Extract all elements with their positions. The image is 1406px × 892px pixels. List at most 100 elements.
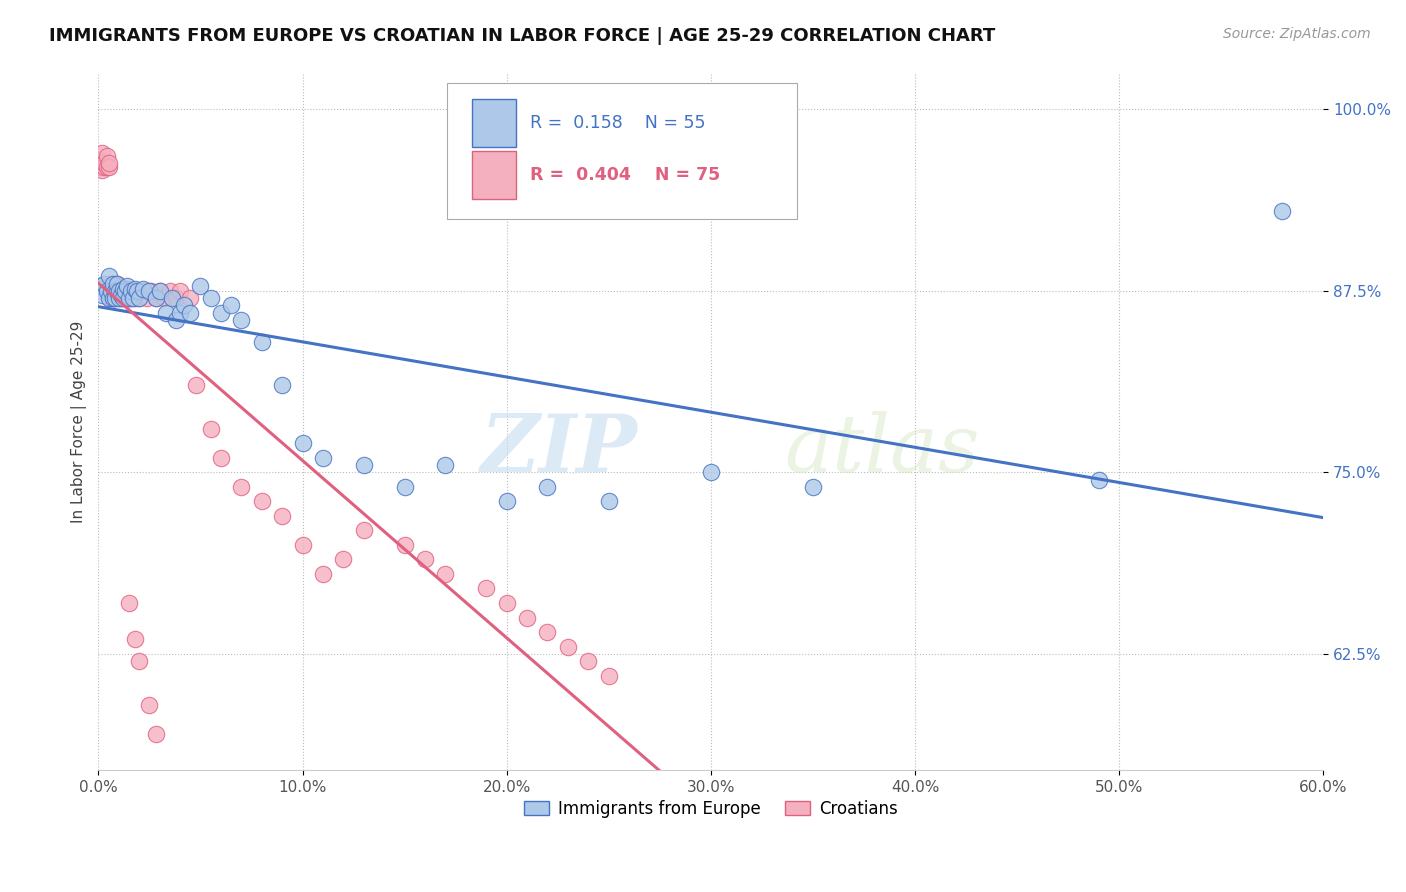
Point bbox=[104, 284, 127, 298]
Point bbox=[124, 632, 146, 647]
Point bbox=[96, 149, 118, 163]
Point bbox=[138, 698, 160, 712]
Point bbox=[576, 654, 599, 668]
Y-axis label: In Labor Force | Age 25-29: In Labor Force | Age 25-29 bbox=[72, 320, 87, 523]
Point bbox=[160, 291, 183, 305]
Point bbox=[107, 279, 129, 293]
Point bbox=[100, 277, 122, 291]
Point bbox=[332, 552, 354, 566]
Text: IMMIGRANTS FROM EUROPE VS CROATIAN IN LABOR FORCE | AGE 25-29 CORRELATION CHART: IMMIGRANTS FROM EUROPE VS CROATIAN IN LA… bbox=[49, 27, 995, 45]
Point bbox=[209, 305, 232, 319]
Point bbox=[107, 291, 129, 305]
Point bbox=[536, 480, 558, 494]
Point bbox=[200, 422, 222, 436]
Point bbox=[114, 284, 136, 298]
Point bbox=[111, 291, 134, 305]
Point bbox=[122, 284, 145, 298]
Point bbox=[434, 566, 457, 581]
Point bbox=[93, 156, 115, 170]
Point bbox=[107, 282, 129, 296]
Point bbox=[179, 305, 201, 319]
Point bbox=[101, 291, 124, 305]
Point bbox=[107, 284, 129, 298]
Point bbox=[353, 524, 375, 538]
Point bbox=[97, 156, 120, 170]
Point bbox=[165, 291, 187, 305]
Point bbox=[169, 284, 191, 298]
Point bbox=[516, 610, 538, 624]
Point bbox=[127, 284, 149, 298]
Point bbox=[104, 291, 127, 305]
Point bbox=[89, 279, 111, 293]
Point bbox=[118, 291, 141, 305]
Point bbox=[136, 291, 159, 305]
Point bbox=[179, 291, 201, 305]
Point bbox=[97, 269, 120, 284]
Point bbox=[110, 291, 132, 305]
Point bbox=[91, 145, 114, 160]
Point bbox=[700, 465, 723, 479]
Point bbox=[114, 291, 136, 305]
Point bbox=[89, 153, 111, 167]
Point bbox=[128, 291, 150, 305]
Point bbox=[97, 291, 120, 305]
Point bbox=[110, 284, 132, 298]
Point bbox=[104, 284, 127, 298]
Point bbox=[118, 291, 141, 305]
Point bbox=[124, 282, 146, 296]
Point bbox=[107, 291, 129, 305]
Point bbox=[152, 291, 174, 305]
Point bbox=[110, 288, 132, 302]
Point bbox=[200, 291, 222, 305]
Point bbox=[120, 284, 142, 298]
Point bbox=[120, 291, 142, 305]
Point bbox=[1087, 473, 1109, 487]
Point bbox=[434, 458, 457, 472]
Point bbox=[291, 436, 314, 450]
Point bbox=[105, 284, 128, 298]
Point bbox=[149, 284, 172, 298]
Point bbox=[145, 291, 167, 305]
Point bbox=[271, 378, 294, 392]
Point bbox=[353, 458, 375, 472]
FancyBboxPatch shape bbox=[472, 99, 516, 146]
Point bbox=[93, 161, 115, 175]
Point bbox=[132, 282, 155, 296]
Point bbox=[394, 538, 416, 552]
Point bbox=[536, 625, 558, 640]
Point bbox=[96, 284, 118, 298]
Point bbox=[129, 284, 152, 298]
Legend: Immigrants from Europe, Croatians: Immigrants from Europe, Croatians bbox=[517, 793, 904, 824]
Point bbox=[104, 291, 127, 305]
Text: R =  0.404    N = 75: R = 0.404 N = 75 bbox=[530, 167, 720, 185]
Point bbox=[231, 313, 253, 327]
Point bbox=[91, 163, 114, 178]
Point bbox=[250, 494, 273, 508]
Point bbox=[122, 291, 145, 305]
Point bbox=[801, 480, 824, 494]
Point bbox=[475, 582, 498, 596]
Point bbox=[101, 284, 124, 298]
Point bbox=[159, 284, 181, 298]
Point bbox=[101, 277, 124, 291]
Point bbox=[97, 291, 120, 305]
Point bbox=[495, 596, 517, 610]
Point bbox=[495, 494, 517, 508]
Point bbox=[111, 282, 134, 296]
Point bbox=[312, 450, 335, 465]
Text: R =  0.158    N = 55: R = 0.158 N = 55 bbox=[530, 114, 704, 132]
Point bbox=[250, 334, 273, 349]
Point bbox=[132, 284, 155, 298]
Point bbox=[96, 161, 118, 175]
Point bbox=[173, 298, 195, 312]
Point bbox=[231, 480, 253, 494]
Point bbox=[598, 668, 620, 682]
Point bbox=[155, 305, 177, 319]
Point bbox=[91, 288, 114, 302]
Text: atlas: atlas bbox=[785, 410, 980, 488]
Point bbox=[105, 284, 128, 298]
Point bbox=[111, 282, 134, 296]
Point bbox=[114, 284, 136, 298]
Text: ZIP: ZIP bbox=[481, 410, 637, 488]
Point bbox=[312, 566, 335, 581]
